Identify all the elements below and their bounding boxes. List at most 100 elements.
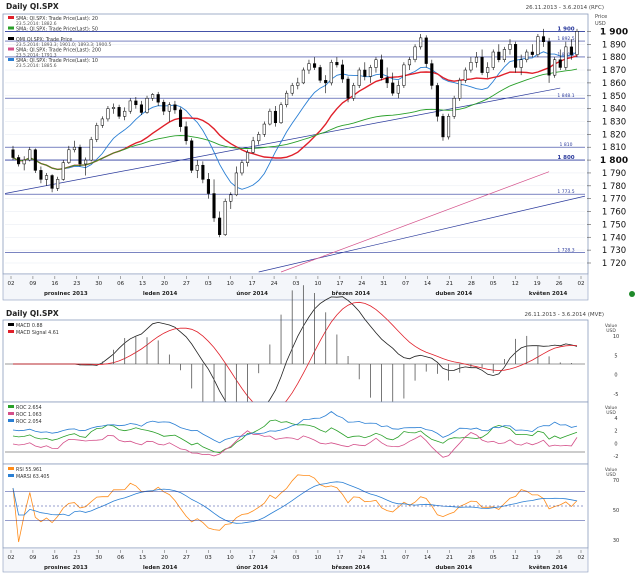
candle (156, 94, 160, 103)
candle (218, 217, 222, 235)
candle (178, 109, 183, 127)
y-tick-label: 1 720 (602, 259, 626, 269)
candle (11, 149, 15, 158)
candle (329, 62, 333, 84)
candle (368, 67, 372, 77)
candle (502, 49, 506, 60)
roc-5-line (12, 430, 578, 458)
main-x-tick-label: 21 (446, 281, 453, 287)
candle (173, 104, 177, 111)
candle (463, 69, 467, 81)
candle (89, 139, 93, 161)
macd-panel-frame (2, 319, 589, 403)
level-label: 1 773.5 (557, 189, 574, 195)
lower-x-tick-label: 26 (556, 555, 563, 561)
candle (240, 162, 244, 174)
candle (190, 140, 194, 171)
candle (441, 116, 445, 138)
status-indicator-icon[interactable] (629, 291, 635, 297)
main-x-tick-label: 24 (271, 281, 278, 287)
candle (469, 62, 473, 71)
sma-200-line (280, 171, 550, 273)
main-x-month-label: leden 2014 (143, 291, 178, 297)
candle (346, 78, 350, 99)
y-tick-label: 1 770 (602, 195, 626, 205)
legend-swatch (8, 26, 14, 30)
chart-title: Daily QI.SPX (6, 2, 59, 11)
candle (419, 37, 423, 48)
y-tick-label: 1 840 (602, 105, 626, 115)
lower-x-tick-label: 10 (227, 555, 234, 561)
roc-20-line (12, 411, 578, 444)
candle (380, 59, 384, 78)
indicator-tick-label: 30 (613, 538, 619, 544)
legend-label: SMA: QI.SPX: Trade Price(Last): 10 (16, 58, 98, 64)
candle (78, 146, 82, 165)
main-x-tick-label: 17 (336, 281, 343, 287)
indicator-legend-label: ROC 1.063 (16, 412, 42, 418)
y-tick-label: 1 790 (602, 169, 626, 179)
candle (50, 175, 54, 189)
candle (44, 175, 49, 180)
y-tick-label: 1 820 (602, 130, 626, 140)
main-x-tick-label: 03 (293, 281, 300, 287)
lower-x-month-label: leden 2014 (143, 565, 178, 571)
legend-swatch (8, 47, 14, 51)
main-x-tick-label: 16 (51, 281, 58, 287)
y-tick-label: 1 750 (602, 220, 626, 230)
lower-x-month-label: květen 2014 (529, 564, 568, 571)
legend-label: SMA: QI.SPX: Trade Price(Last): 50 (16, 27, 98, 33)
candle (564, 46, 568, 68)
main-x-tick-label: 26 (556, 281, 563, 287)
legend-value: 23.5.2014: 1885.6 (16, 63, 57, 69)
candle (536, 36, 540, 55)
indicator-legend-label: ROC 2.654 (16, 405, 42, 411)
lower-x-tick-label: 02 (8, 555, 15, 561)
indicator-tick-label: 70 (613, 478, 619, 484)
candle (273, 110, 278, 124)
candle (424, 37, 428, 64)
candle (251, 140, 255, 153)
lower-x-month-label: únor 2014 (236, 564, 268, 571)
main-x-tick-label: 31 (380, 281, 387, 287)
candle (486, 67, 490, 73)
candle (123, 110, 127, 117)
x-axis-band (2, 273, 589, 301)
candle (458, 80, 462, 99)
main-x-tick-label: 06 (117, 281, 124, 287)
candle (296, 82, 300, 86)
candle (201, 164, 205, 180)
candle (514, 44, 518, 68)
legend-swatch (8, 467, 14, 470)
lower-x-tick-label: 21 (446, 555, 453, 561)
y-tick-label: 1 780 (602, 182, 626, 192)
candle (547, 41, 551, 76)
candle (335, 62, 339, 66)
main-x-tick-label: 20 (161, 281, 168, 287)
lower-x-tick-label: 28 (468, 555, 475, 561)
candle (72, 146, 76, 151)
level-label: 1 892.5 (557, 36, 574, 42)
macd-signal-line (13, 301, 577, 412)
candle (95, 125, 99, 140)
main-x-tick-label: 23 (73, 281, 80, 287)
y-tick-label: 1 890 (602, 40, 626, 50)
candle (385, 77, 389, 84)
candle (491, 51, 495, 68)
macd-line (13, 296, 578, 421)
indicator-unit-label: USD (606, 410, 616, 416)
lower-x-tick-label: 06 (117, 555, 124, 561)
candle (290, 85, 294, 94)
candle (497, 51, 501, 60)
candle (435, 85, 439, 117)
lower-x-tick-label: 17 (249, 555, 256, 561)
currency-label: USD (595, 21, 606, 27)
candle (111, 107, 116, 109)
level-label: 1 800 (557, 155, 574, 161)
candle (430, 63, 434, 86)
candle (162, 101, 166, 112)
candle (106, 108, 110, 120)
lower-x-tick-label: 31 (380, 555, 387, 561)
indicator-unit-label: USD (606, 328, 616, 334)
indicator-unit-label: Value (605, 467, 618, 473)
